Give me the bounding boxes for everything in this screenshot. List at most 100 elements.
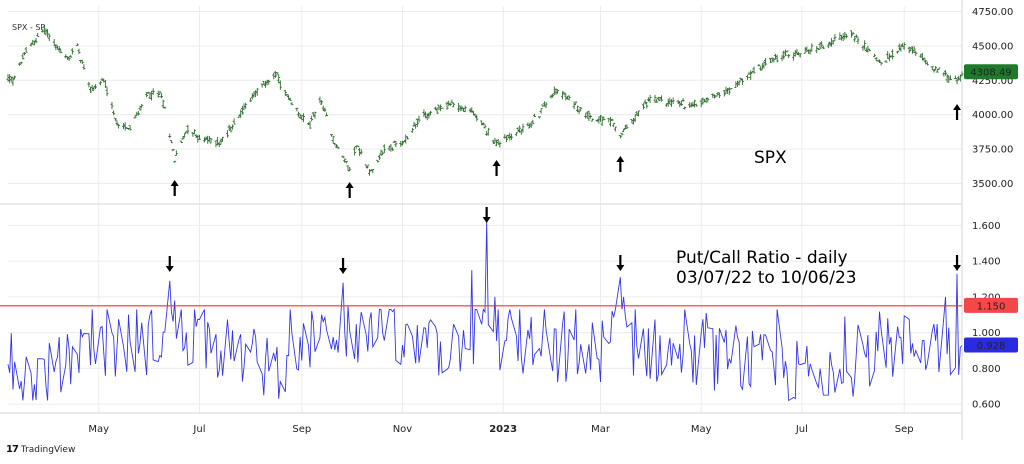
- price-bar: [529, 122, 533, 128]
- price-bar: [787, 53, 791, 59]
- price-bar: [757, 63, 761, 67]
- price-bar: [447, 100, 451, 107]
- price-bar: [645, 101, 649, 109]
- price-bar: [193, 129, 197, 135]
- price-low-up-arrow: [616, 156, 625, 172]
- price-bar: [884, 60, 888, 63]
- tradingview-label: TradingView: [20, 444, 76, 455]
- price-bar: [47, 33, 51, 42]
- price-bar: [417, 115, 421, 123]
- price-bar: [448, 102, 452, 106]
- price-bar: [590, 118, 594, 122]
- price-bar: [197, 134, 201, 140]
- price-bar: [544, 102, 548, 108]
- price-bar: [660, 95, 664, 102]
- price-bar: [633, 114, 637, 123]
- price-bar: [887, 53, 891, 62]
- arrow-head: [953, 265, 962, 271]
- price-bar: [521, 123, 525, 133]
- price-bar: [404, 134, 408, 144]
- price-bar: [838, 32, 842, 40]
- price-bar: [493, 137, 497, 144]
- price-bar: [34, 37, 38, 44]
- price-bar: [67, 56, 71, 62]
- price-bar: [481, 122, 485, 126]
- price-bar: [681, 98, 685, 102]
- price-bar: [331, 135, 335, 144]
- price-bar: [209, 138, 213, 144]
- price-bar: [636, 110, 640, 117]
- price-bar: [486, 127, 490, 136]
- arrow-head: [953, 104, 962, 110]
- price-bar: [273, 71, 277, 78]
- price-bar: [856, 36, 860, 45]
- price-bar: [937, 67, 941, 71]
- price-bar: [262, 80, 266, 85]
- price-bar: [537, 116, 541, 119]
- price-bar: [934, 65, 938, 70]
- price-bar: [392, 140, 396, 143]
- price-bar: [554, 88, 558, 96]
- price-bar: [519, 129, 523, 135]
- price-bar: [301, 113, 305, 123]
- price-bar: [541, 104, 545, 107]
- price-bar: [371, 169, 375, 174]
- price-bar: [433, 106, 437, 110]
- arrow-head: [170, 180, 179, 186]
- price-bar: [191, 132, 195, 137]
- price-axis-label: 4750.00: [972, 7, 1013, 18]
- price-bar: [150, 90, 154, 101]
- price-bar: [450, 99, 454, 104]
- price-bar: [816, 47, 820, 50]
- price-bar: [110, 101, 114, 110]
- price-bar: [942, 72, 946, 77]
- price-bar: [366, 164, 370, 169]
- price-bar: [272, 72, 276, 80]
- price-bar: [957, 75, 961, 81]
- price-bar: [701, 97, 705, 105]
- tradingview-logo-icon: 17: [6, 444, 19, 455]
- price-bar: [704, 97, 708, 103]
- price-bar: [13, 75, 17, 80]
- price-bar: [77, 48, 81, 54]
- price-low-up-arrow: [170, 180, 179, 196]
- price-bar: [346, 165, 350, 172]
- price-bar: [625, 124, 629, 129]
- price-bar: [440, 107, 444, 109]
- price-bar: [873, 53, 877, 58]
- price-bar: [475, 114, 479, 122]
- price-bar: [308, 120, 312, 129]
- price-bar: [868, 48, 872, 52]
- price-bar: [683, 106, 687, 110]
- price-bar: [394, 140, 398, 148]
- price-bar: [798, 53, 802, 58]
- price-bar: [112, 110, 116, 116]
- price-bar: [853, 35, 857, 43]
- price-bar: [82, 64, 86, 70]
- price-bar: [429, 110, 433, 116]
- price-bar: [376, 159, 380, 163]
- price-bar: [52, 38, 56, 46]
- price-bar: [688, 102, 692, 108]
- price-bar: [706, 97, 710, 103]
- price-bar: [897, 43, 901, 51]
- price-bar: [498, 141, 502, 148]
- price-bar: [879, 62, 883, 66]
- price-bar: [679, 100, 683, 106]
- price-bar: [919, 53, 923, 58]
- price-bar: [607, 117, 611, 123]
- price-low-up-arrow: [492, 160, 501, 176]
- price-bar: [694, 103, 698, 107]
- price-bar: [173, 160, 177, 163]
- arrow-head: [616, 265, 625, 271]
- price-bar: [759, 66, 763, 71]
- price-bar: [240, 105, 244, 115]
- price-bar: [945, 74, 949, 83]
- price-bar: [445, 101, 449, 110]
- price-bar: [402, 141, 406, 143]
- time-axis-label: Sep: [895, 424, 914, 435]
- price-bar: [551, 93, 555, 98]
- price-bar: [457, 102, 461, 113]
- price-bar: [641, 103, 645, 110]
- price-bar: [504, 135, 508, 143]
